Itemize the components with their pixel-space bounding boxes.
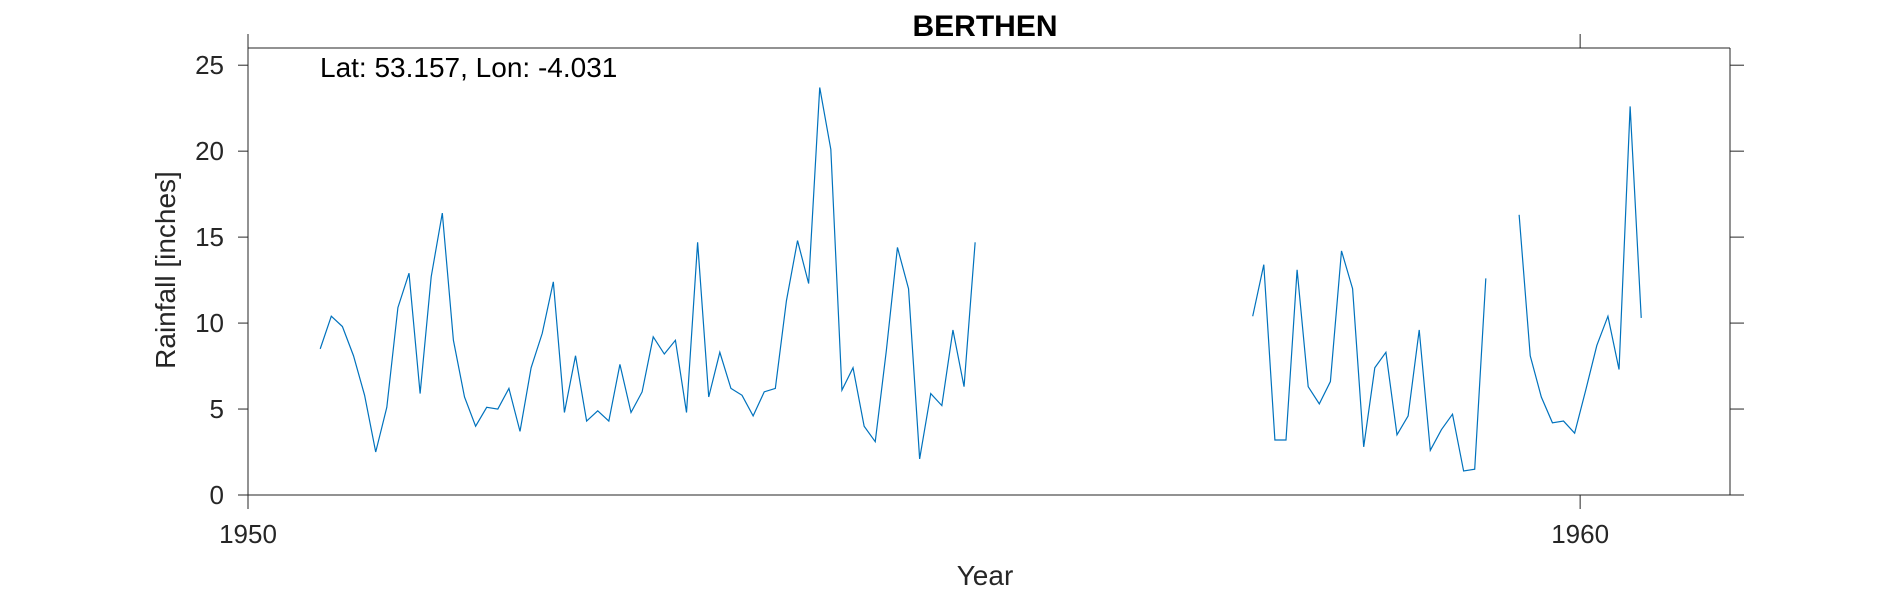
x-axis-label: Year xyxy=(957,560,1014,591)
series-line-segment-2 xyxy=(1252,250,1487,472)
series-layer xyxy=(319,87,1642,472)
y-tick-label: 20 xyxy=(195,136,224,166)
chart-annotation: Lat: 53.157, Lon: -4.031 xyxy=(320,52,617,83)
axes xyxy=(247,47,1744,496)
y-tick-label: 5 xyxy=(210,394,224,424)
series-line-segment-3 xyxy=(1518,106,1642,435)
y-axis-label: Rainfall [inches] xyxy=(150,171,181,369)
y-tick-label: 25 xyxy=(195,50,224,80)
series-line-segment-1 xyxy=(319,87,976,460)
chart-title: BERTHEN xyxy=(912,10,1057,43)
x-tick-label: 1960 xyxy=(1551,519,1609,549)
x-tick-label: 1950 xyxy=(219,519,277,549)
y-tick-label: 10 xyxy=(195,308,224,338)
ticks: 0 5 10 15 20 25 1950 1960 xyxy=(195,34,1744,549)
y-tick-label: 0 xyxy=(210,480,224,510)
y-tick-label: 15 xyxy=(195,222,224,252)
